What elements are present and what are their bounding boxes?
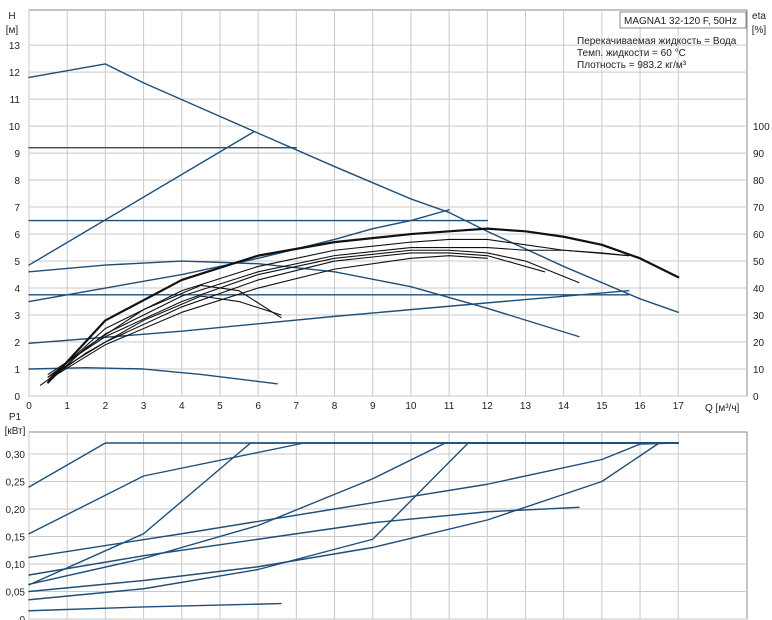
x-tick-label: 1: [64, 401, 70, 412]
power-y-tick-label: 0,10: [6, 560, 26, 571]
top-plot-frame: [28, 9, 748, 397]
title-box: [619, 11, 747, 29]
efficiency-curve: [47, 227, 680, 384]
y-tick-label: 0: [14, 392, 20, 403]
temperature-annotation: Темп. жидкости = 60 °C: [577, 48, 686, 59]
y2-tick-label: 70: [753, 203, 765, 214]
y2-axis-label-main: eta: [752, 11, 766, 22]
x-tick-label: 3: [141, 401, 147, 412]
y-tick-label: 13: [9, 41, 21, 52]
y-tick-label: 6: [14, 230, 20, 241]
power-curves: [28, 442, 679, 612]
head-axis-ticks: 0 1 2 3 4 5 6 7 8 9 10 11 12 13 14 15 16 1701234567891011…: [9, 41, 770, 412]
x-axis-label: Q [м³/ч]: [705, 403, 740, 414]
power-curve: [28, 442, 679, 559]
head-curve: [28, 130, 256, 266]
y2-tick-label: 80: [753, 176, 765, 187]
efficiency-curve: [47, 249, 580, 375]
power-curve: [28, 602, 282, 612]
x-tick-label: 5: [217, 401, 223, 412]
power-curve: [28, 442, 679, 586]
y2-tick-label: 40: [753, 284, 765, 295]
head-grid: [28, 10, 747, 397]
head-curve: [28, 290, 630, 345]
x-tick-label: 6: [255, 401, 261, 412]
power-curve: [28, 442, 679, 593]
efficiency-curve: [47, 252, 546, 378]
y2-tick-label: 50: [753, 257, 765, 268]
y-tick-label: 7: [14, 203, 20, 214]
y-tick-label: 10: [9, 122, 21, 133]
x-tick-label: 13: [520, 401, 532, 412]
x-tick-label: 4: [179, 401, 185, 412]
x-tick-label: 8: [332, 401, 338, 412]
y-axis-label-head-unit: [м]: [6, 25, 19, 36]
y2-tick-label: 90: [753, 149, 765, 160]
y-tick-label: 5: [14, 257, 20, 268]
x-tick-label: 17: [673, 401, 685, 412]
y2-tick-label: 0: [753, 392, 759, 403]
y2-tick-label: 30: [753, 311, 765, 322]
y-axis-label-head-main: H: [8, 11, 15, 22]
y-axis-label-power-unit: [кВт]: [5, 426, 26, 437]
y-tick-label: 8: [14, 176, 20, 187]
info-box: MAGNA1 32-120 F, 50Hz Перекачиваемая жид…: [577, 11, 747, 71]
efficiency-curve: [47, 238, 630, 381]
x-tick-label: 7: [294, 401, 300, 412]
power-y-tick-label: 0,05: [6, 588, 26, 599]
x-tick-label: 14: [558, 401, 570, 412]
efficiency-curve: [47, 246, 630, 378]
y2-tick-label: 20: [753, 338, 765, 349]
y2-tick-label: 60: [753, 230, 765, 241]
x-tick-label: 15: [596, 401, 608, 412]
y-tick-label: 1: [14, 365, 20, 376]
x-tick-label: 16: [635, 401, 647, 412]
x-tick-label: 9: [370, 401, 376, 412]
efficiency-curve: [47, 284, 282, 384]
y-tick-label: 9: [14, 149, 20, 160]
head-and-efficiency-curves: [28, 63, 680, 386]
power-y-tick-label: 0,15: [6, 533, 26, 544]
y2-tick-label: 10: [753, 365, 765, 376]
x-tick-label: 2: [103, 401, 109, 412]
y2-tick-label: 100: [753, 122, 770, 133]
power-y-tick-label: 0,25: [6, 478, 26, 489]
x-tick-label: 10: [405, 401, 417, 412]
x-tick-label: 11: [444, 401, 455, 412]
x-tick-label: 0: [26, 401, 32, 412]
x-tick-label: 12: [482, 401, 494, 412]
bottom-plot-frame: [28, 431, 748, 620]
y-tick-label: 2: [14, 338, 20, 349]
y-axis-label-power-main: P1: [9, 412, 22, 423]
power-axis-ticks: 0 0,05 0,10 0,15 0,20 0,25 0,30: [6, 450, 26, 620]
efficiency-curve: [39, 295, 282, 386]
fluid-annotation: Перекачиваемая жидкость = Вода: [577, 36, 737, 47]
y-tick-label: 4: [14, 284, 20, 295]
chart-title: MAGNA1 32-120 F, 50Hz: [624, 16, 737, 27]
efficiency-curve: [47, 255, 488, 381]
power-y-tick-label: 0,30: [6, 450, 26, 461]
y-tick-label: 12: [9, 68, 21, 79]
power-y-tick-label: 0,20: [6, 505, 26, 516]
head-curve: [28, 63, 679, 314]
density-annotation: Плотность = 983.2 кг/м³: [577, 60, 687, 71]
y2-axis-label-unit: [%]: [752, 25, 767, 36]
y-tick-label: 11: [10, 95, 21, 106]
y-tick-label: 3: [14, 311, 20, 322]
power-y-tick-label: 0: [19, 615, 25, 620]
power-grid: [28, 432, 747, 620]
power-curve: [28, 506, 580, 576]
